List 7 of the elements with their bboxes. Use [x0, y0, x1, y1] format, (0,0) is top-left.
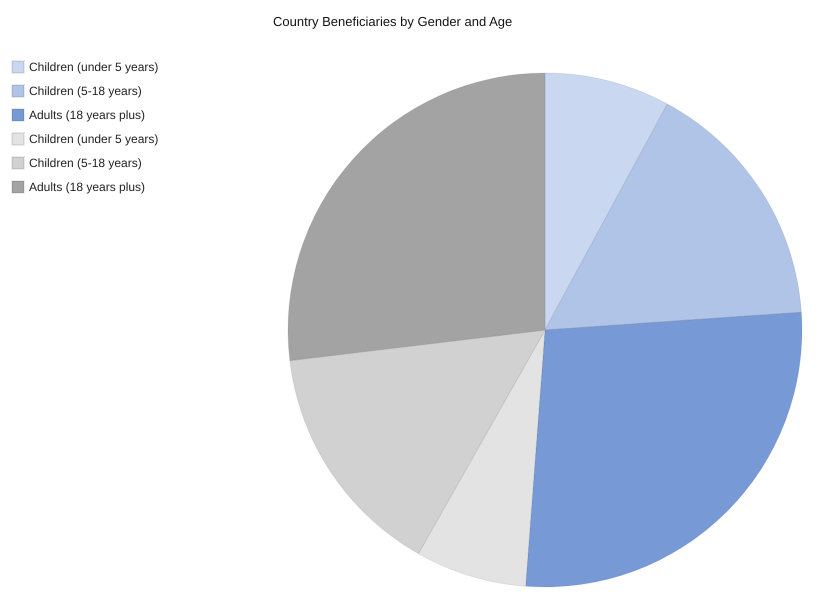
legend-label: Adults (18 years plus) — [29, 180, 146, 194]
legend-label: Adults (18 years plus) — [29, 108, 146, 122]
chart-title: Country Beneficiaries by Gender and Age — [273, 14, 512, 29]
legend-label: Children (under 5 years) — [29, 60, 158, 74]
legend-label: Children (5-18 years) — [29, 156, 142, 170]
legend-label: Children (5-18 years) — [29, 84, 142, 98]
legend-label: Children (under 5 years) — [29, 132, 158, 146]
